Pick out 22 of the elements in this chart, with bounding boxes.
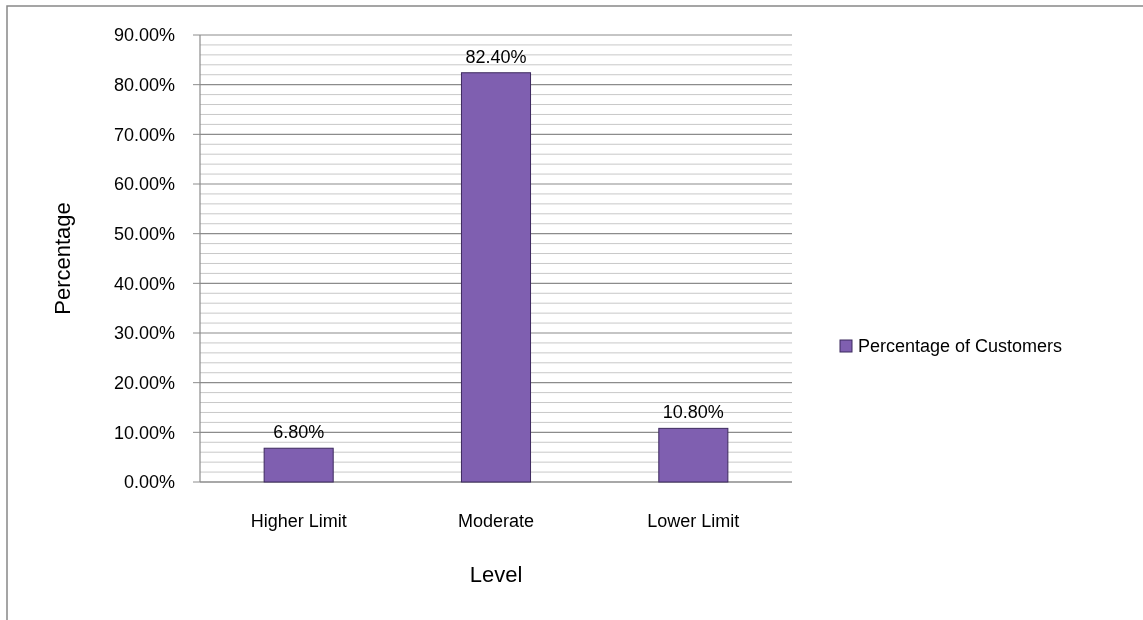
y-tick-label: 30.00% xyxy=(113,323,175,344)
x-tick-label: Moderate xyxy=(457,511,535,531)
y-tick-label: 80.00% xyxy=(113,74,175,95)
y-tick-label: 90.00% xyxy=(113,25,175,46)
x-tick-label: Higher Limit xyxy=(250,511,347,531)
y-tick-label: 20.00% xyxy=(113,372,175,393)
y-axis-title: Percentage xyxy=(50,202,75,315)
data-label: 6.80% xyxy=(273,422,325,443)
y-tick-label: 50.00% xyxy=(113,223,175,244)
x-axis-title: Level xyxy=(469,562,523,587)
bar xyxy=(263,447,334,483)
y-tick-label: 10.00% xyxy=(113,422,175,443)
data-label: 10.80% xyxy=(662,402,724,423)
x-tick-label: Lower Limit xyxy=(647,511,740,531)
legend-label: Percentage of Customers xyxy=(858,336,1063,357)
bar xyxy=(460,72,532,483)
y-tick-label: 40.00% xyxy=(113,273,175,294)
y-tick-label: 0.00% xyxy=(123,472,175,493)
y-tick-label: 70.00% xyxy=(113,124,175,145)
data-label: 82.40% xyxy=(465,46,527,67)
bar xyxy=(658,427,729,483)
y-tick-label: 60.00% xyxy=(113,174,175,195)
